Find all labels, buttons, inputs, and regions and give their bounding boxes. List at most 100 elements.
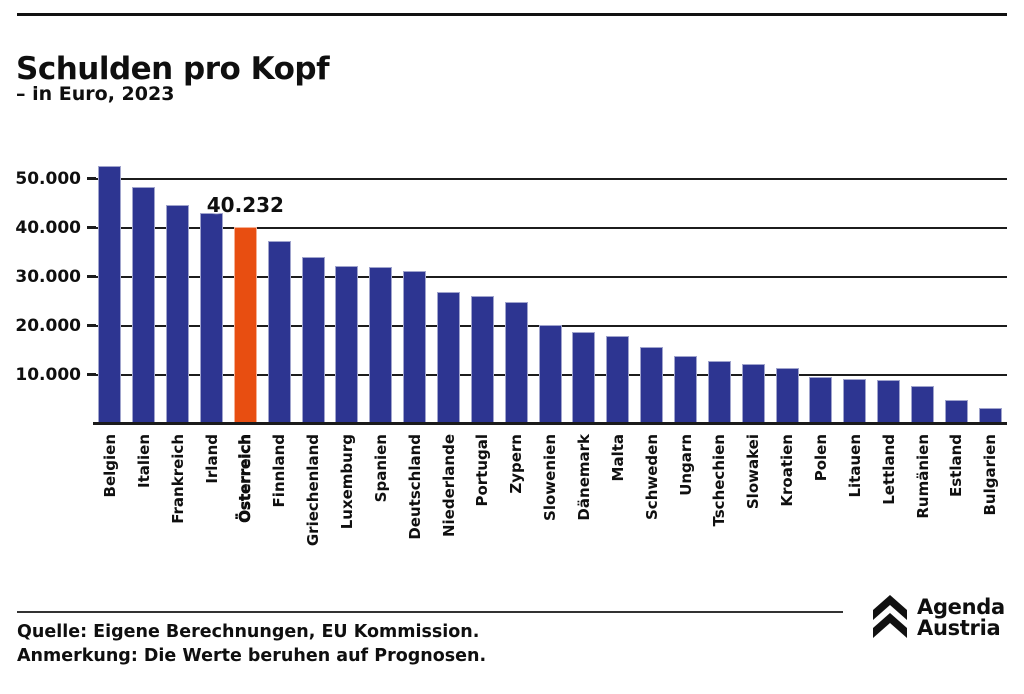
bar-Slowakei [741, 364, 765, 424]
bar-Niederlande [437, 292, 461, 424]
bar-highlight-Österreich [233, 226, 257, 424]
bar-slot-Italien: Italien [127, 155, 161, 488]
x-axis-label-Litauen: Litauen [845, 434, 864, 498]
bar-Zypern [504, 301, 528, 424]
logo-text-line2: Austria [917, 616, 1001, 640]
bar-slot-Polen: Polen [804, 155, 838, 481]
bar-Slowenien [538, 325, 562, 424]
bar-slot-Dänemark: Dänemark [567, 155, 601, 521]
bar-slot-Bulgarien: Bulgarien [973, 155, 1007, 516]
bar-slot-Luxemburg: Luxemburg [330, 155, 364, 529]
x-axis-label-Niederlande: Niederlande [439, 434, 458, 538]
bar-Spanien [369, 266, 393, 424]
bar-slot-Frankreich: Frankreich [161, 155, 195, 524]
x-axis-label-Ungarn: Ungarn [676, 434, 695, 496]
y-axis-tick [87, 226, 96, 230]
bar-Italien [132, 186, 156, 424]
bar-Finnland [267, 240, 291, 424]
bar-slot-Belgien: Belgien [93, 155, 127, 497]
bar-slot-Kroatien: Kroatien [770, 155, 804, 507]
bar-Deutschland [403, 271, 427, 424]
x-axis-label-Frankreich: Frankreich [168, 434, 187, 524]
y-axis-tick [87, 177, 96, 181]
bar-Luxemburg [335, 265, 359, 424]
y-axis-label: 50.000 [15, 169, 81, 190]
bar-Estland [944, 399, 968, 424]
y-axis-label: 40.000 [15, 218, 81, 239]
gridline-50.000 [93, 178, 1007, 181]
x-axis-label-Estland: Estland [947, 434, 966, 498]
y-axis-label: 10.000 [15, 365, 81, 386]
bar-Bulgarien [978, 407, 1002, 424]
x-axis-label-Rumänien: Rumänien [913, 434, 932, 519]
top-rule [17, 13, 1007, 16]
source-note: Quelle: Eigene Berechnungen, EU Kommissi… [17, 622, 480, 642]
plot-area: 10.000 20.000 30.000 40.000 50.000 Belgien Ita… [15, 155, 1007, 546]
x-axis-label-Belgien: Belgien [100, 434, 119, 498]
bar-slot-Rumänien: Rumänien [906, 155, 940, 519]
bar-slot-Österreich: 40.232 Österreich [207, 155, 284, 523]
x-axis-label-Dänemark: Dänemark [574, 434, 593, 521]
bar-series: Belgien Italien Frankreich Irland 40.232 Öste… [93, 155, 1007, 546]
bar-slot-Malta: Malta [601, 155, 635, 481]
x-axis-label-Finnland: Finnland [270, 434, 289, 508]
x-axis-label-Polen: Polen [811, 434, 830, 482]
x-axis-line [93, 422, 1007, 425]
bar-Portugal [470, 296, 494, 424]
bar-Litauen [843, 378, 867, 424]
bar-Malta [606, 336, 630, 424]
bar-Lettland [877, 380, 901, 424]
x-axis-label-Griechenland: Griechenland [304, 434, 323, 547]
y-axis-label: 30.000 [15, 267, 81, 288]
page-subtitle: – in Euro, 2023 [16, 83, 175, 105]
bar-slot-Irland: Irland [195, 155, 229, 484]
bar-slot-Tschechien: Tschechien [702, 155, 736, 526]
x-axis-label-Spanien: Spanien [371, 434, 390, 503]
x-axis-label-Lettland: Lettland [879, 434, 898, 505]
bar-Polen [809, 377, 833, 424]
bar-Frankreich [166, 204, 190, 424]
x-axis-label-Deutschland: Deutschland [405, 434, 424, 540]
double-chevron-up-icon [873, 595, 907, 638]
logo-text-line1: Agenda [917, 595, 1005, 619]
agenda-austria-logo: Agenda Austria [870, 594, 1005, 642]
y-axis-tick [87, 373, 96, 377]
bar-slot-Slowakei: Slowakei [736, 155, 770, 509]
bar-Irland [200, 213, 223, 424]
bar-Ungarn [674, 355, 698, 424]
x-axis-label-Zypern: Zypern [507, 434, 526, 494]
annotation-note: Anmerkung: Die Werte beruhen auf Prognos… [17, 646, 487, 666]
bar-slot-Slowenien: Slowenien [533, 155, 567, 521]
x-axis-label-Kroatien: Kroatien [778, 434, 797, 507]
x-axis-label-Slowakei: Slowakei [744, 434, 763, 510]
bar-Schweden [640, 347, 664, 424]
bar-slot-Litauen: Litauen [838, 155, 872, 498]
y-axis-tick [87, 275, 96, 279]
x-axis-label-Malta: Malta [608, 434, 627, 482]
bar-slot-Estland: Estland [939, 155, 973, 497]
gridline-40.000 [93, 227, 1007, 230]
x-axis-label-Tschechien: Tschechien [710, 434, 729, 527]
bar-slot-Portugal: Portugal [465, 155, 499, 507]
bar-Tschechien [707, 361, 731, 424]
x-axis-label-Luxemburg: Luxemburg [337, 434, 356, 530]
bar-slot-Griechenland: Griechenland [296, 155, 330, 546]
bar-slot-Zypern: Zypern [499, 155, 533, 494]
logo-text: Agenda Austria [917, 597, 1005, 639]
x-axis-label-Österreich: Österreich [236, 434, 255, 523]
bar-slot-Schweden: Schweden [635, 155, 669, 520]
page-title: Schulden pro Kopf [16, 50, 330, 87]
x-axis-label-Irland: Irland [202, 434, 221, 484]
x-axis-label-Bulgarien: Bulgarien [981, 434, 1000, 516]
bar-Griechenland [301, 256, 325, 424]
bar-Kroatien [775, 368, 799, 424]
bar-Dänemark [572, 332, 596, 424]
x-axis-label-Slowenien: Slowenien [541, 434, 560, 521]
bar-slot-Lettland: Lettland [872, 155, 906, 505]
x-axis-label-Schweden: Schweden [642, 434, 661, 520]
x-axis-label-Italien: Italien [134, 434, 153, 489]
footer-rule [17, 611, 843, 613]
bar-slot-Spanien: Spanien [364, 155, 398, 502]
y-axis-label: 20.000 [15, 316, 81, 337]
